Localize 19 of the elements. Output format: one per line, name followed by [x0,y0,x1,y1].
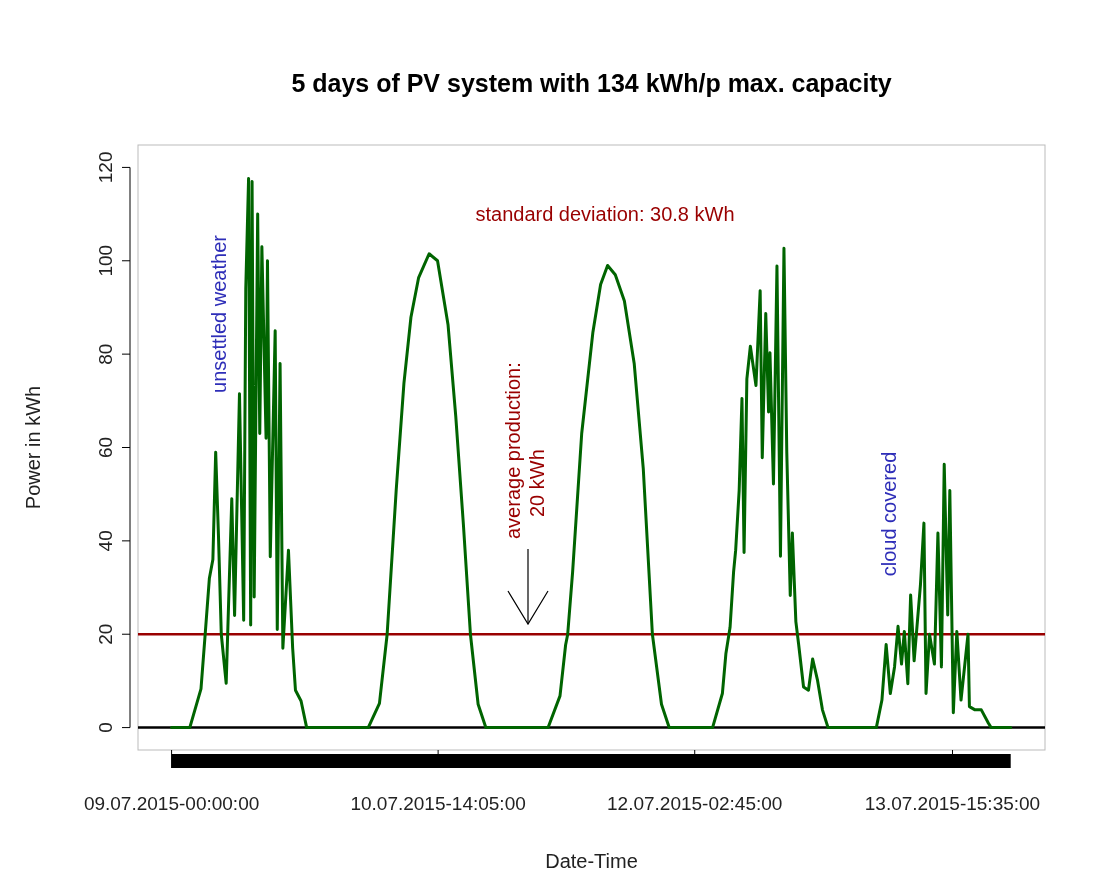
y-tick-label: 20 [95,623,116,645]
y-tick-label: 60 [95,436,116,459]
x-tick-label: 12.07.2015-02:45:00 [607,793,783,814]
line-series [170,177,1013,730]
annotation: average production: 20 kWh [502,362,548,539]
x-tick-label: 09.07.2015-00:00:00 [83,793,260,814]
y-axis-title: Power in kWh [22,385,44,510]
y-tick-label: 0 [95,722,116,733]
x-axis-title: Date-Time [545,850,638,872]
x-tick-label: 10.07.2015-14:05:00 [350,793,526,814]
annotation: standard deviation: 30.8 kWh [475,203,735,225]
chart-title: 5 days of PV system with 134 kWh/p max. capacity [291,69,892,97]
y-tick-label: 80 [95,343,116,365]
annotation: unsettled weather [208,234,230,393]
annotation: cloud covered [878,451,900,577]
y-tick-label: 40 [95,530,116,552]
x-tick-label: 13.07.2015-15:35:00 [864,793,1041,814]
y-tick-label: 100 [95,244,116,277]
y-tick-label: 120 [95,151,116,184]
